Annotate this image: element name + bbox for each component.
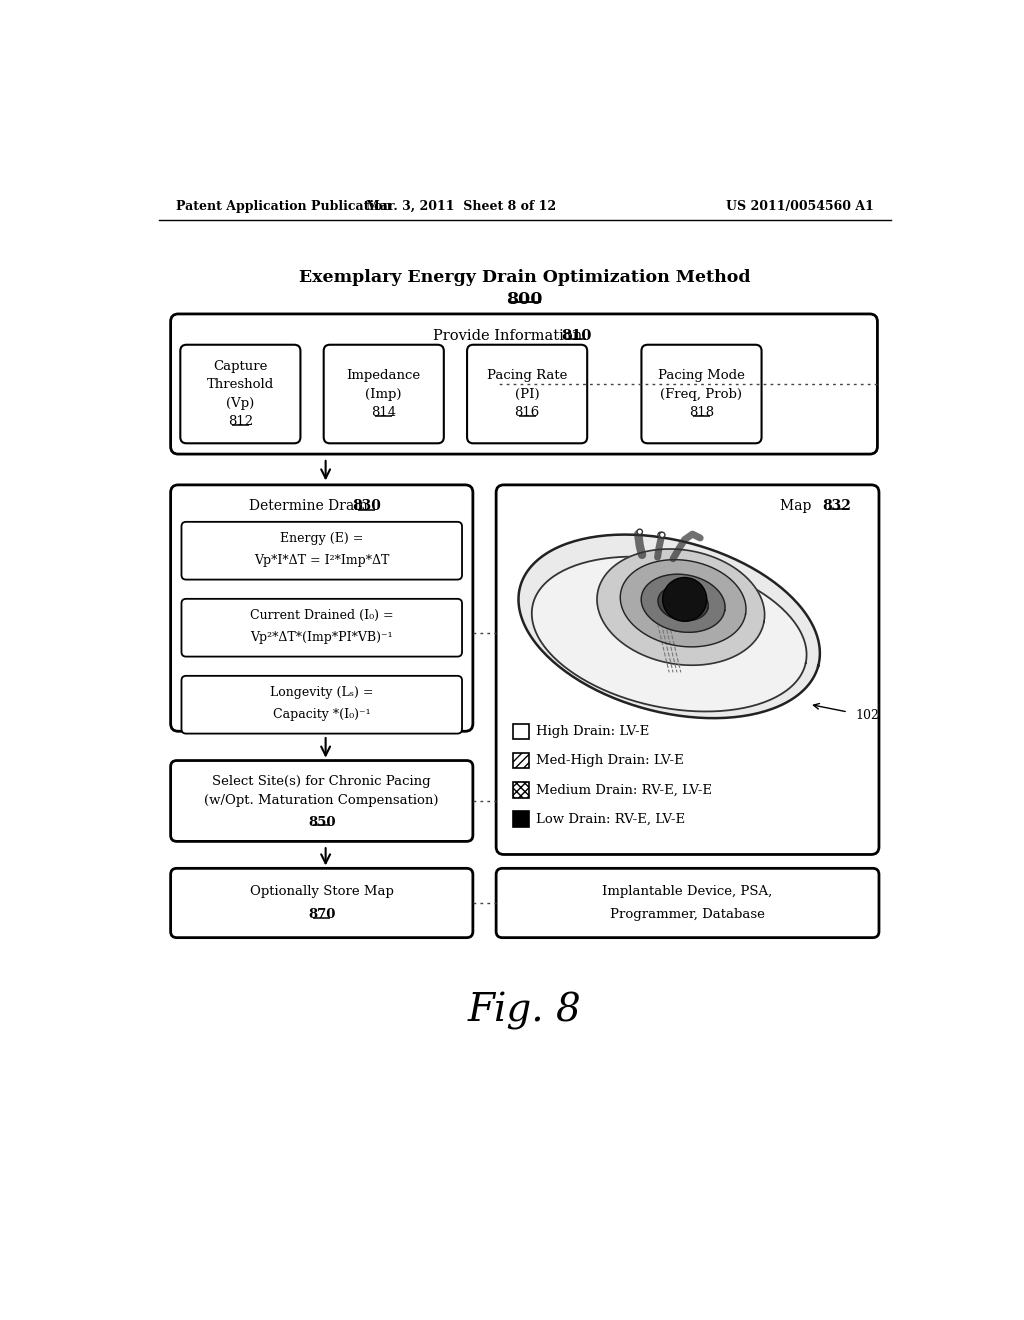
Polygon shape [531, 557, 807, 711]
Text: Fig. 8: Fig. 8 [468, 991, 582, 1030]
Polygon shape [658, 586, 709, 620]
Text: Select Site(s) for Chronic Pacing: Select Site(s) for Chronic Pacing [212, 775, 431, 788]
Circle shape [637, 529, 642, 535]
Polygon shape [641, 574, 725, 632]
Text: 812: 812 [227, 416, 253, 428]
FancyBboxPatch shape [641, 345, 762, 444]
Text: High Drain: LV-E: High Drain: LV-E [537, 725, 649, 738]
Text: 850: 850 [308, 816, 336, 829]
FancyBboxPatch shape [181, 676, 462, 734]
Text: 810: 810 [561, 329, 592, 342]
Polygon shape [621, 560, 745, 647]
FancyBboxPatch shape [513, 812, 528, 826]
Text: (PI): (PI) [515, 388, 540, 400]
FancyBboxPatch shape [513, 781, 528, 797]
Text: Map: Map [779, 499, 815, 512]
FancyBboxPatch shape [181, 521, 462, 579]
Text: 870: 870 [308, 908, 336, 921]
Text: Longevity (Lₛ) =: Longevity (Lₛ) = [270, 686, 374, 700]
FancyBboxPatch shape [181, 599, 462, 656]
FancyBboxPatch shape [324, 345, 443, 444]
Circle shape [658, 532, 664, 537]
Text: 830: 830 [352, 499, 381, 513]
FancyBboxPatch shape [171, 869, 473, 937]
FancyBboxPatch shape [513, 752, 528, 768]
Text: Energy (E) =: Energy (E) = [280, 532, 364, 545]
Text: Med-High Drain: LV-E: Med-High Drain: LV-E [537, 754, 684, 767]
FancyBboxPatch shape [171, 760, 473, 841]
Text: Impedance: Impedance [347, 370, 421, 381]
Text: (Imp): (Imp) [366, 388, 402, 400]
Text: Pacing Mode: Pacing Mode [658, 370, 744, 381]
Text: Exemplary Energy Drain Optimization Method: Exemplary Energy Drain Optimization Meth… [299, 269, 751, 286]
FancyBboxPatch shape [496, 869, 879, 937]
Text: US 2011/0054560 A1: US 2011/0054560 A1 [726, 199, 873, 213]
FancyBboxPatch shape [171, 314, 878, 454]
Text: 818: 818 [689, 407, 714, 418]
Text: Determine Drain: Determine Drain [249, 499, 372, 513]
Text: Medium Drain: RV-E, LV-E: Medium Drain: RV-E, LV-E [537, 783, 713, 796]
Text: Programmer, Database: Programmer, Database [610, 908, 765, 921]
Circle shape [659, 532, 665, 537]
FancyBboxPatch shape [180, 345, 300, 444]
Text: Vp*I*ΔT = I²*Imp*ΔT: Vp*I*ΔT = I²*Imp*ΔT [254, 554, 389, 566]
FancyBboxPatch shape [467, 345, 587, 444]
Text: Optionally Store Map: Optionally Store Map [250, 884, 393, 898]
FancyBboxPatch shape [513, 723, 528, 739]
Text: Threshold: Threshold [207, 379, 274, 391]
Text: Current Drained (I₀) =: Current Drained (I₀) = [250, 610, 393, 622]
FancyBboxPatch shape [171, 484, 473, 731]
Polygon shape [597, 549, 765, 665]
Text: 102: 102 [856, 709, 880, 722]
Text: Pacing Rate: Pacing Rate [487, 370, 567, 381]
Text: Capacity *(I₀)⁻¹: Capacity *(I₀)⁻¹ [273, 708, 371, 721]
Text: (w/Opt. Maturation Compensation): (w/Opt. Maturation Compensation) [205, 795, 439, 807]
Text: (Vp): (Vp) [226, 397, 255, 409]
Polygon shape [518, 535, 820, 718]
Text: 800: 800 [507, 290, 543, 308]
FancyBboxPatch shape [496, 484, 879, 854]
Text: Implantable Device, PSA,: Implantable Device, PSA, [602, 884, 773, 898]
Text: 814: 814 [371, 407, 396, 418]
Text: (Freq, Prob): (Freq, Prob) [660, 388, 742, 400]
Text: 816: 816 [514, 407, 540, 418]
Text: Provide Information: Provide Information [433, 329, 587, 342]
Circle shape [663, 578, 707, 622]
Text: Mar. 3, 2011  Sheet 8 of 12: Mar. 3, 2011 Sheet 8 of 12 [367, 199, 556, 213]
Text: Low Drain: RV-E, LV-E: Low Drain: RV-E, LV-E [537, 813, 685, 825]
Text: 832: 832 [822, 499, 851, 512]
Text: Vp²*ΔT*(Imp*PI*VB)⁻¹: Vp²*ΔT*(Imp*PI*VB)⁻¹ [251, 631, 393, 644]
Text: Patent Application Publication: Patent Application Publication [176, 199, 391, 213]
Text: Capture: Capture [213, 360, 267, 372]
